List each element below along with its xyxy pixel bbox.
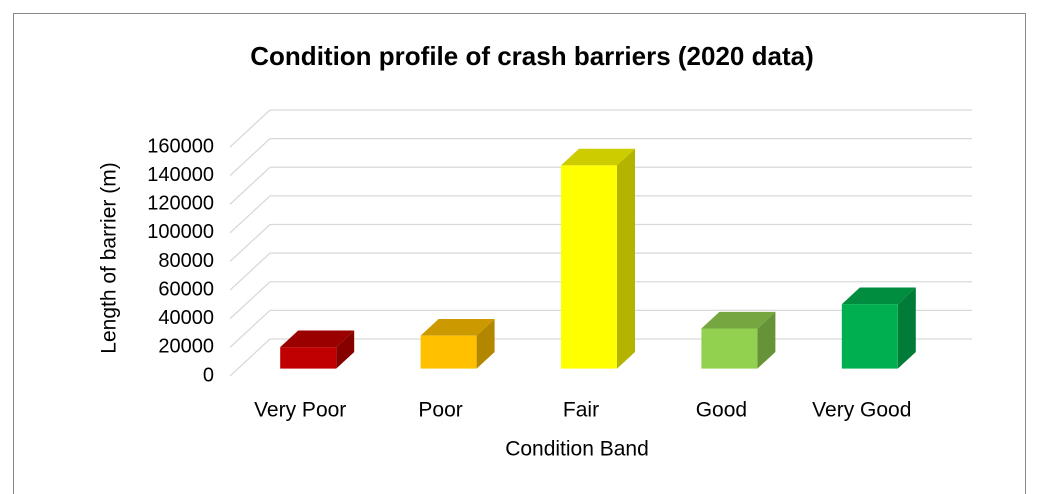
bar-side [757, 311, 776, 369]
bar-top [841, 287, 916, 305]
bar [841, 304, 898, 369]
grid-line [229, 109, 972, 148]
bar [701, 328, 758, 369]
bar-side [617, 148, 635, 369]
bar [280, 347, 337, 369]
grid-line [229, 309, 972, 348]
bar-side [897, 287, 916, 369]
x-tick-label: Very Good [812, 399, 911, 422]
grid-line [229, 195, 972, 234]
grid-line [229, 281, 972, 320]
x-tick-label: Good [696, 399, 747, 422]
bar-top [701, 311, 776, 329]
y-tick-label: 20000 [158, 336, 214, 358]
y-tick-label: 40000 [158, 307, 214, 329]
bar-top [280, 330, 355, 348]
grid-line [229, 137, 972, 177]
y-tick-label: 0 [203, 364, 214, 386]
x-tick-label: Fair [563, 399, 599, 422]
grid-line [229, 166, 972, 205]
x-tick-label: Poor [418, 399, 462, 422]
y-tick-label: 60000 [158, 278, 214, 300]
y-tick-label: 120000 [147, 193, 214, 215]
chart-title: Condition profile of crash barriers (202… [250, 41, 813, 71]
grid-line [229, 252, 972, 291]
y-tick-label: 140000 [147, 164, 214, 186]
bar [420, 335, 477, 369]
bar-top [561, 148, 635, 166]
y-tick-label: 80000 [158, 250, 214, 272]
bar [561, 165, 617, 369]
bar-side [476, 319, 495, 369]
bar-top [420, 319, 495, 336]
bar-side [336, 330, 355, 369]
grid-line [229, 223, 972, 262]
x-axis-label: Condition Band [505, 438, 649, 461]
y-tick-label: 100000 [147, 221, 214, 243]
y-axis-label: Length of barrier (m) [98, 162, 121, 353]
y-tick-label: 160000 [147, 135, 214, 157]
x-tick-label: Very Poor [254, 399, 346, 422]
